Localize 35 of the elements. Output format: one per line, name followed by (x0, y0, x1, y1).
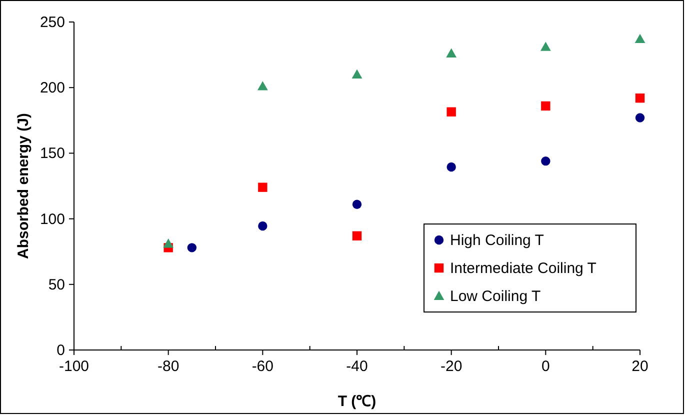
y-tick-label: 150 (40, 145, 65, 162)
point (352, 231, 362, 240)
point (446, 107, 456, 116)
legend-label: Intermediate Coiling T (450, 260, 596, 277)
point (635, 113, 645, 122)
x-axis-title: T (℃) (338, 393, 376, 410)
x-tick-label: -100 (58, 358, 90, 375)
point (635, 93, 645, 103)
y-tick-label: 200 (40, 80, 65, 97)
point (163, 238, 174, 248)
point (540, 42, 551, 51)
x-tick-label: 20 (632, 358, 648, 375)
point (257, 81, 268, 90)
point (634, 34, 646, 44)
x-tick-label: -80 (157, 358, 180, 375)
point (352, 200, 362, 209)
point (258, 221, 268, 231)
point (541, 156, 550, 166)
point (541, 101, 550, 111)
x-tick-label: -40 (346, 358, 368, 375)
x-tick-label: -20 (440, 358, 462, 375)
x-tick-label: -60 (252, 358, 274, 375)
y-tick-label: 0 (56, 342, 65, 359)
point (446, 162, 456, 172)
x-tick-label: 0 (541, 358, 550, 375)
point (446, 48, 457, 58)
legend-label: Low Coiling T (450, 288, 541, 305)
y-axis-title: Absorbed energy (J) (15, 113, 32, 259)
y-tick-label: 100 (40, 210, 65, 228)
legend-label: High Coiling T (450, 232, 544, 249)
y-tick-label: 50 (48, 276, 65, 294)
point (258, 182, 268, 192)
point (187, 243, 197, 252)
point (352, 69, 362, 78)
y-tick-label: 250 (40, 14, 65, 31)
